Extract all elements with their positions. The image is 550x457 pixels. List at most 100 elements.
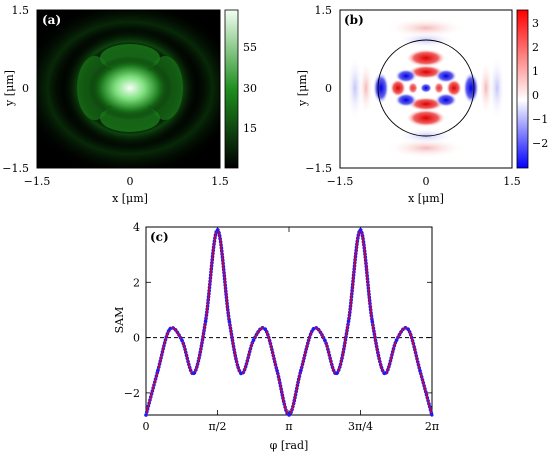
panel-a-xtick: 0: [127, 175, 134, 188]
panel-a-xtick: −1.5: [24, 175, 51, 188]
panel-c-label: (c): [150, 230, 169, 244]
panel-c-data-point: [144, 413, 148, 417]
panel-b-red-lobe: [406, 49, 446, 67]
panel-a-ytick: 0: [22, 82, 29, 95]
panel-c-data-point: [358, 228, 362, 232]
panel-b-cbar-tick: −1: [532, 113, 548, 126]
panel-b-sam-map: [347, 18, 505, 158]
panel-b-outer-lobe: [359, 60, 373, 116]
panel-c-data-point: [335, 371, 339, 376]
panel-a-ytick: −1.5: [2, 162, 29, 175]
panel-b-label: (b): [344, 13, 364, 27]
panel-b-boundary-circle: [377, 39, 475, 137]
panel-a-cbar-tick: 30: [243, 82, 257, 95]
panel-b-red-lobe: [408, 97, 444, 111]
panel-c-data-point: [287, 413, 291, 417]
panel-b-cbar-tick: 0: [532, 89, 539, 102]
panel-c-data-point: [263, 327, 267, 331]
panel-c-xtick-label: 3π/4: [348, 420, 373, 433]
panel-b-red-lobe: [408, 82, 418, 94]
panel-c-data-point: [251, 338, 255, 342]
panel-c-data-point: [418, 369, 422, 373]
panel-b-cbar-tick: −2: [532, 137, 548, 150]
panel-b-cbar-tick: 2: [532, 41, 539, 54]
panel-b-cbar-tick: 3: [532, 17, 539, 30]
panel-c-ytick-label: 4: [133, 221, 140, 234]
panel-c-xtick-label: π/2: [209, 420, 227, 433]
panel-b-outer-lobe: [386, 18, 466, 38]
panel-b-red-lobe: [390, 79, 406, 97]
panel-c-data-point: [311, 327, 315, 331]
panel-c-plot-area: [145, 226, 433, 416]
panel-c: 0 π/2 π 3π/4 2π −2 0 2 4 (c) φ [rad] SAM: [113, 221, 439, 452]
panel-c-data-point: [192, 371, 196, 376]
panel-c-xlabel: φ [rad]: [270, 439, 309, 452]
panel-b-outer-lobe: [489, 56, 505, 120]
panel-b-ytick: −1.5: [305, 162, 332, 175]
panel-b-outer-lobe: [479, 60, 493, 116]
panel-a-intensity-map: [37, 10, 220, 168]
panel-b-red-lobe: [446, 79, 462, 97]
panel-b-blue-lobe: [420, 83, 432, 93]
panel-b-ytick: 1.5: [315, 4, 333, 17]
panel-c-data-point: [347, 319, 351, 323]
panel-b-x-ticks: −1.5 0 1.5: [327, 175, 521, 188]
panel-b-outer-lobe: [386, 138, 466, 158]
panel-c-data-point: [156, 369, 160, 373]
panel-a-colorbar: [224, 9, 239, 169]
panel-c-data-point: [430, 413, 434, 417]
panel-c-data-point: [180, 338, 184, 342]
panel-b-colorbar: [516, 9, 529, 169]
panel-a-ytick: 1.5: [12, 4, 30, 17]
panel-b-xtick: −1.5: [327, 175, 354, 188]
panel-c-data-point: [382, 371, 387, 376]
panel-c-xtick-label: π: [285, 420, 292, 433]
panel-a-center-spot: [88, 56, 172, 120]
panel-c-data-point: [406, 327, 410, 331]
panel-b-red-lobe: [434, 82, 444, 94]
panel-a-x-ticks: −1.5 0 1.5: [24, 175, 229, 188]
panel-c-data-point: [370, 319, 374, 323]
panel-b-y-ticks: 1.5 0 −1.5: [305, 4, 332, 175]
panel-c-data-point: [168, 327, 172, 331]
panel-c-ytick-label: 2: [133, 276, 140, 289]
panel-a-frame: [36, 9, 221, 169]
panel-c-data-point: [227, 319, 231, 323]
panel-c-data-point: [239, 371, 243, 376]
panel-a-xlabel: x [μm]: [112, 192, 148, 205]
panel-b-blue-lobe: [373, 72, 389, 104]
panel-c-ytick-label: 0: [133, 332, 140, 345]
panel-b-outer-lobe: [347, 56, 363, 120]
panel-c-xtick-label: 2π: [425, 420, 439, 433]
panel-c-data-point: [323, 338, 327, 342]
panel-b: (b) −1.5 0 1.5 1.5 0 −1.5 x [μm] y [μm] …: [296, 4, 548, 205]
panel-a-colorbar-ticks: 55 30 15: [243, 41, 257, 135]
panel-a-label: (a): [42, 13, 61, 27]
panel-c-marks: 0 π/2 π 3π/4 2π −2 0 2 4: [124, 221, 439, 433]
panel-c-data-point: [204, 319, 208, 323]
panel-a-xtick: 1.5: [211, 175, 229, 188]
panel-b-cbar-tick: 1: [532, 65, 539, 78]
panel-a-y-ticks: 1.5 0 −1.5: [2, 4, 29, 175]
panel-a-cbar-tick: 55: [243, 41, 257, 54]
panel-c-data-point: [215, 228, 220, 232]
panel-c-ytick-label: −2: [124, 387, 140, 400]
panel-b-colorbar-ticks: 3 2 1 0 −1 −2: [532, 17, 548, 150]
panel-a-cbar-tick: 15: [243, 122, 257, 135]
panel-b-red-lobe: [406, 109, 446, 127]
panel-b-xlabel: x [μm]: [408, 192, 444, 205]
panel-c-xtick-label: 0: [143, 420, 150, 433]
panel-a-ylabel: y [μm]: [3, 70, 16, 107]
panel-b-xtick: 0: [423, 175, 430, 188]
panel-b-ytick: 0: [325, 82, 332, 95]
panel-c-data-point: [275, 369, 279, 373]
panel-b-blue-lobe: [463, 72, 479, 104]
panel-c-data-point: [299, 369, 303, 373]
panel-b-frame: [339, 9, 513, 169]
panel-b-ylabel: y [μm]: [296, 70, 309, 107]
panel-b-xtick: 1.5: [503, 175, 521, 188]
panel-c-data-point: [394, 338, 398, 342]
panel-b-red-lobe: [408, 65, 444, 79]
panel-c-ylabel: SAM: [113, 307, 126, 334]
